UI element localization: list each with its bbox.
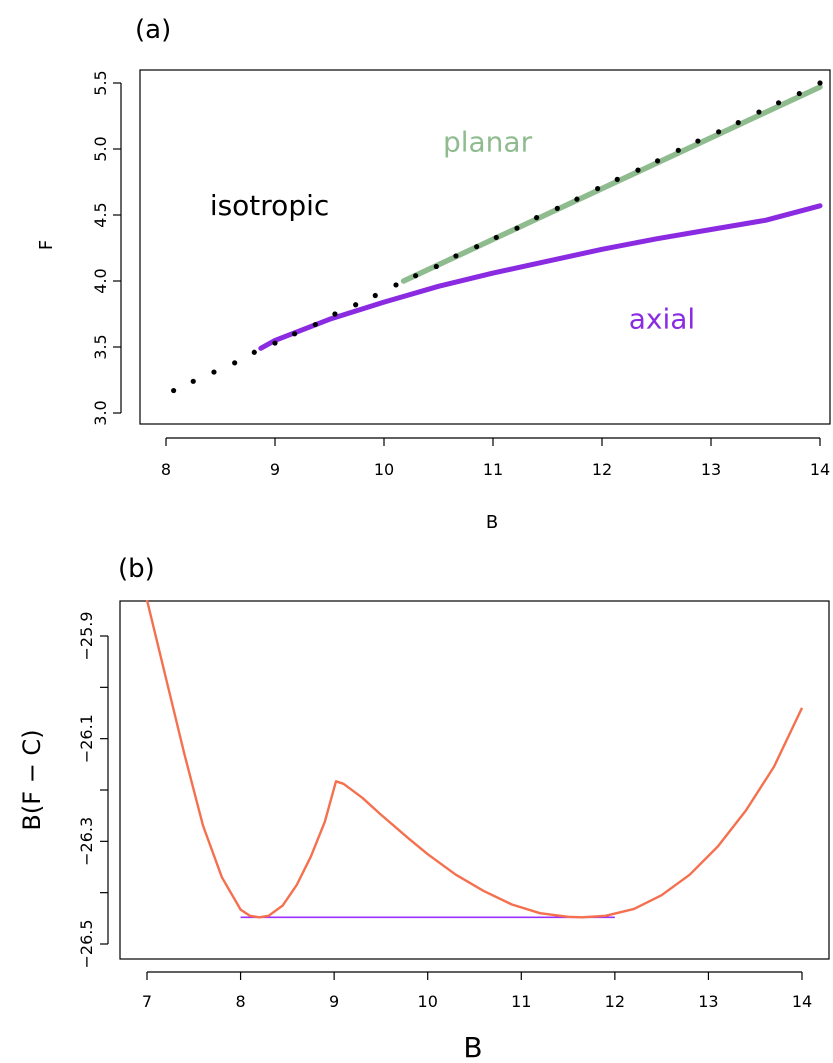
isotropic-point	[756, 109, 762, 115]
planar-series-line	[400, 84, 823, 284]
isotropic-point	[716, 129, 722, 135]
panel-a-x-tick-label: 14	[810, 460, 830, 479]
isotropic-point	[251, 349, 257, 355]
panel-a-x-tick-label: 12	[592, 460, 612, 479]
isotropic-point	[474, 244, 480, 250]
panel-a-x-tick-label: 11	[483, 460, 503, 479]
annotation-planar: planar	[443, 126, 533, 159]
isotropic-point	[675, 147, 681, 153]
panel-b-y-tick-label: −26.1	[77, 714, 96, 763]
isotropic-point	[393, 282, 399, 288]
isotropic-point	[453, 253, 459, 259]
panel-a-y-tick-label: 3.5	[91, 334, 110, 359]
panel-b-x-tick-label: 13	[698, 992, 718, 1011]
panel-a-x-tick-label: 13	[701, 460, 721, 479]
panel-a-y-tick-label: 5.0	[91, 136, 110, 161]
panel-b-series	[145, 599, 804, 919]
panel-b-x-tick-label: 11	[511, 992, 531, 1011]
isotropic-point	[554, 205, 560, 211]
isotropic-point	[190, 378, 196, 384]
panel-b-x-tick-label: 14	[792, 992, 812, 1011]
panel-a-x-axis-label: B	[486, 512, 498, 533]
panel-b-y-tick-label: −26.5	[77, 919, 96, 968]
panel-a-x-tick-label: 8	[161, 460, 171, 479]
isotropic-point	[292, 331, 298, 337]
panel-b-y-axis: −26.5 −26.3 −26.1 −25.9	[77, 611, 109, 969]
isotropic-point	[574, 196, 580, 202]
panel-a-series	[171, 80, 823, 394]
isotropic-point	[695, 138, 701, 144]
panel-a-plot-frame	[139, 69, 831, 425]
annotation-axial: axial	[629, 303, 695, 336]
isotropic-point	[211, 369, 217, 375]
isotropic-point	[353, 302, 359, 308]
isotropic-point	[171, 387, 177, 394]
isotropic-point	[595, 186, 601, 192]
isotropic-point	[413, 273, 419, 279]
isotropic-point	[534, 215, 540, 221]
isotropic-point	[635, 167, 641, 173]
panel-b-x-axis-label: B	[463, 1031, 482, 1063]
isotropic-point	[654, 158, 661, 164]
isotropic-point	[433, 263, 439, 270]
panel-b-x-tick-label: 8	[235, 992, 245, 1011]
panel-b-y-tick-label: −25.9	[77, 611, 96, 660]
panel-b-x-axis: 7 8 9 10 11 12 13 14	[142, 971, 812, 1011]
panel-b-x-tick-label: 10	[418, 992, 438, 1011]
isotropic-point	[775, 100, 782, 106]
panel-a-y-axis-label: F	[36, 240, 57, 250]
panel-a: (a) 8 9 10 11 12 13 14 3.03.54.04.55.05.5 B F …	[36, 15, 831, 533]
isotropic-point	[796, 90, 802, 97]
panel-a-y-tick-label: 3.0	[91, 400, 110, 425]
panel-a-x-tick-label: 9	[270, 460, 280, 479]
panel-a-y-axis: 3.0 3.5 4.0 4.5 5.0 5.5	[91, 70, 122, 426]
panel-a-label: (a)	[135, 15, 171, 45]
panel-b-x-tick-label: 7	[142, 992, 152, 1011]
panel-a-y-tick-label: 5.5	[91, 70, 110, 95]
panel-b-y-axis-label: B(F − C)	[18, 729, 46, 830]
panel-a-x-axis: 8 9 10 11 12 13 14	[161, 437, 830, 479]
isotropic-point	[735, 120, 741, 126]
isotropic-point	[312, 321, 318, 328]
curve-series-line	[145, 599, 804, 919]
isotropic-point	[493, 234, 499, 241]
panel-a-annotations: isotropic planar axial	[210, 126, 695, 336]
panel-b-label: (b)	[118, 554, 155, 584]
isotropic-point	[332, 311, 338, 317]
isotropic-point	[272, 340, 278, 346]
panel-b-y-tick-label: −26.3	[77, 817, 96, 866]
isotropic-point	[614, 176, 620, 182]
annotation-isotropic: isotropic	[210, 189, 329, 222]
panel-a-y-tick-label: 4.0	[91, 268, 110, 293]
panel-b: (b) 7 8 9 10 11 12 13 14 −26.5 −26.3 −26.1 −25.9 B…	[18, 554, 830, 1063]
isotropic-point	[514, 225, 520, 231]
isotropic-point	[232, 360, 238, 366]
isotropic-point	[372, 292, 378, 299]
panel-b-x-tick-label: 9	[329, 992, 339, 1011]
panel-a-y-tick-label: 4.5	[91, 202, 110, 227]
axial-series-line	[258, 203, 823, 351]
isotropic-point	[817, 80, 823, 86]
panel-a-x-tick-label: 10	[374, 460, 394, 479]
panel-b-plot-frame	[119, 600, 830, 960]
panel-b-x-tick-label: 12	[605, 992, 625, 1011]
